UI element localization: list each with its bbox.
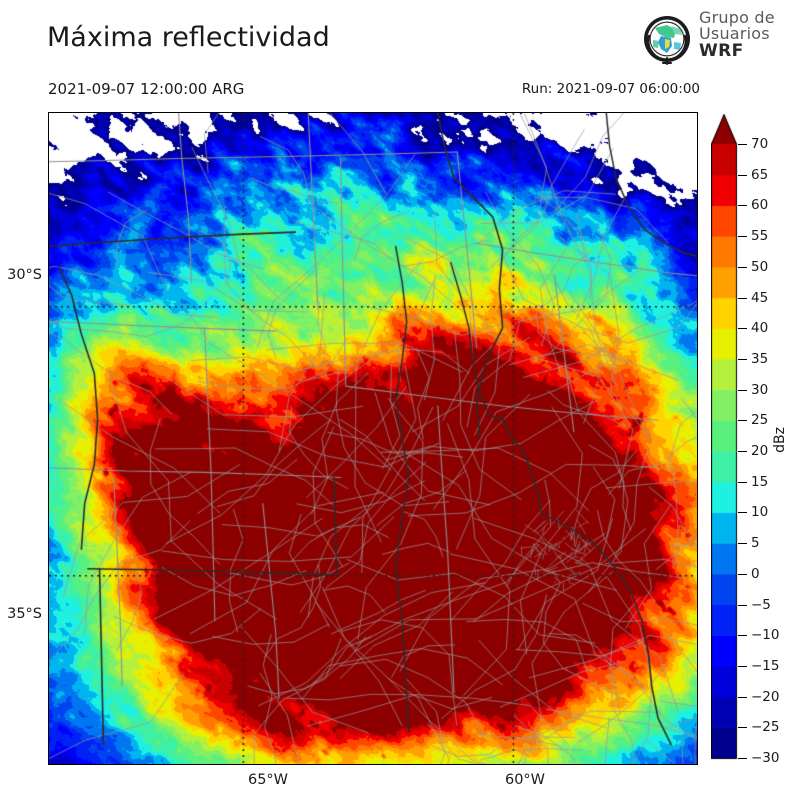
lat-tick-label-0: 30°S xyxy=(7,267,42,283)
colorbar-tick-label-0: 70 xyxy=(751,136,769,152)
colorbar-tick-label-5: 45 xyxy=(751,289,769,306)
colorbar-tick-label-1: 65 xyxy=(751,166,769,183)
colorbar-tick-label-6: 40 xyxy=(751,320,769,337)
lon-tick-label-1: 60°W xyxy=(504,772,546,788)
page-title: Máxima reflectividad xyxy=(47,22,330,53)
colorbar-tick-2 xyxy=(738,205,747,207)
colorbar-tick-label-16: −10 xyxy=(751,627,780,644)
colorbar-tick-19 xyxy=(738,727,747,729)
colorbar-tick-label-3: 55 xyxy=(751,228,769,245)
reflectivity-field-canvas xyxy=(49,113,697,764)
colorbar-tick-label-15: −5 xyxy=(751,596,771,613)
lat-tick-label-1: 35°S xyxy=(7,606,42,622)
colorbar-tick-14 xyxy=(738,573,747,575)
logo-line-2: Usuarios xyxy=(699,24,770,43)
brand-logo: Grupo de Usuarios WRF xyxy=(641,10,791,72)
colorbar-tick-3 xyxy=(738,236,747,238)
colorbar-tick-12 xyxy=(738,512,747,514)
logo-wordmark: Grupo de Usuarios WRF xyxy=(699,10,775,60)
valid-time-label: 2021-09-07 12:00:00 ARG xyxy=(48,80,245,98)
colorbar-tick-8 xyxy=(738,389,747,391)
colorbar-tick-label-19: −25 xyxy=(751,719,780,736)
colorbar-tick-9 xyxy=(738,420,747,422)
colorbar-tick-label-13: 5 xyxy=(751,535,760,552)
colorbar-tick-1 xyxy=(738,174,747,176)
colorbar-tick-label-17: −15 xyxy=(751,657,780,674)
colorbar-tick-label-7: 35 xyxy=(751,350,769,367)
colorbar-tick-label-9: 25 xyxy=(751,412,769,429)
colorbar-tick-label-12: 10 xyxy=(751,504,769,521)
colorbar-tick-label-11: 15 xyxy=(751,473,769,490)
colorbar-tick-20 xyxy=(738,758,747,759)
colorbar-tick-4 xyxy=(738,266,747,268)
colorbar-tick-13 xyxy=(738,543,747,545)
colorbar-tick-7 xyxy=(738,358,747,360)
colorbar-tick-0 xyxy=(738,144,747,145)
colorbar-tick-5 xyxy=(738,297,747,299)
colorbar[interactable]: 70 65 60 55 50 45 40 35 30 25 20 15 10 5 0 −5 −10 −15 −20−… xyxy=(711,113,799,766)
colorbar-tick-label-14: 0 xyxy=(751,565,760,582)
logo-line-3: WRF xyxy=(699,41,744,61)
colorbar-tick-6 xyxy=(738,328,747,330)
lon-tick-label-0: 65°W xyxy=(247,772,289,788)
colorbar-tick-16 xyxy=(738,635,747,637)
colorbar-tick-label-20: −30 xyxy=(751,750,780,766)
model-run-label: Run: 2021-09-07 06:00:00 xyxy=(521,81,700,97)
colorbar-tick-17 xyxy=(738,665,747,667)
logo-line-1: Grupo de xyxy=(699,8,775,27)
colorbar-tick-11 xyxy=(738,481,747,483)
colorbar-tick-label-4: 50 xyxy=(751,258,769,275)
colorbar-tick-label-2: 60 xyxy=(751,197,769,214)
colorbar-tick-label-18: −20 xyxy=(751,688,780,705)
colorbar-tick-10 xyxy=(738,451,747,452)
globe-emblem-icon xyxy=(644,16,690,65)
colorbar-tick-label-8: 30 xyxy=(751,381,769,398)
colorbar-unit-label: dBz xyxy=(771,426,788,453)
colorbar-tick-18 xyxy=(738,696,747,698)
colorbar-tick-15 xyxy=(738,604,747,606)
reflectivity-map[interactable] xyxy=(48,112,698,765)
colorbar-tick-label-10: 20 xyxy=(751,443,769,459)
colorbar-gradient xyxy=(711,113,751,766)
